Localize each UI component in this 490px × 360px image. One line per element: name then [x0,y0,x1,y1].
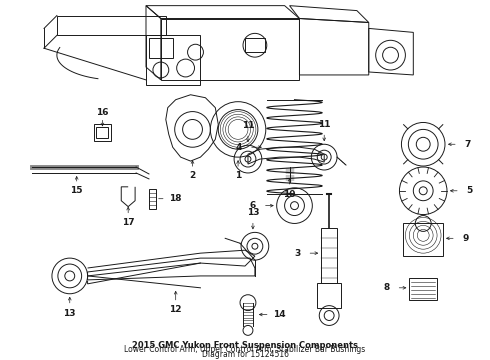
Text: 11: 11 [242,121,254,130]
Text: Lower Control Arm, Upper Control Arm, Stabilizer Bar Bushings: Lower Control Arm, Upper Control Arm, St… [124,345,366,354]
Text: 14: 14 [273,310,286,319]
Text: 5: 5 [466,186,473,195]
Text: 3: 3 [294,249,300,258]
Text: 2015 GMC Yukon Front Suspension Components: 2015 GMC Yukon Front Suspension Componen… [132,341,358,350]
Text: 15: 15 [71,186,83,195]
Text: 13: 13 [64,309,76,318]
Text: 16: 16 [96,108,109,117]
Text: 12: 12 [170,305,182,314]
Text: 2: 2 [190,171,196,180]
Text: 7: 7 [465,140,471,149]
Text: 11: 11 [318,120,330,129]
Text: 13: 13 [246,208,259,217]
Text: 18: 18 [170,194,182,203]
Text: 1: 1 [235,171,241,180]
Text: 6: 6 [250,201,256,210]
Text: 10: 10 [283,190,296,199]
Text: 8: 8 [384,283,390,292]
Text: 17: 17 [122,218,134,227]
Text: Diagram for 15124516: Diagram for 15124516 [201,350,289,359]
Text: 4: 4 [236,143,242,152]
Text: 9: 9 [463,234,469,243]
